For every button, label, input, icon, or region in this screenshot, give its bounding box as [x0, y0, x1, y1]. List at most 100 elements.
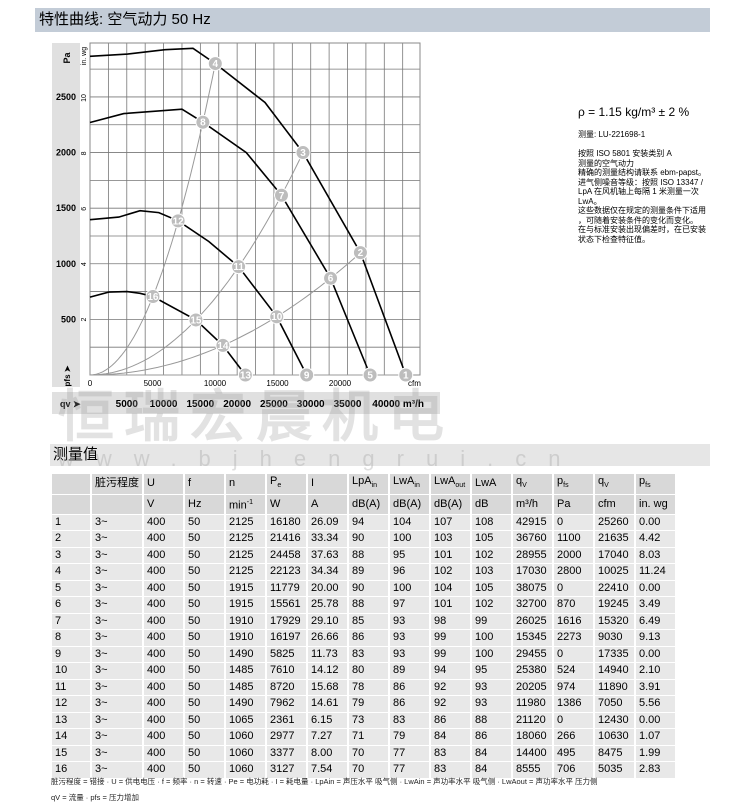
table-cell: 3~ — [92, 696, 142, 712]
table-cell: min-1 — [226, 494, 265, 514]
air-density: ρ = 1.15 kg/m³ ± 2 % — [578, 105, 690, 119]
table-cell: 25.78 — [308, 597, 347, 613]
table-cell: 19245 — [595, 597, 634, 613]
table-cell: 1 — [52, 514, 90, 531]
operating-point-label: 2 — [358, 248, 364, 259]
table-cell: 21635 — [595, 531, 634, 547]
table-cell: 101 — [431, 597, 470, 613]
table-cell: 37.63 — [308, 547, 347, 564]
table-cell: 14400 — [513, 745, 552, 762]
table-cell: 26.09 — [308, 514, 347, 531]
chart-section-title: 特性曲线: 空气动力 50 Hz — [35, 8, 710, 32]
table-cell: 3 — [52, 547, 90, 564]
table-cell: 14.61 — [308, 696, 347, 712]
y2-axis-label: in. wg — [81, 47, 88, 65]
operating-point-marker — [352, 245, 368, 261]
table-cell: 400 — [144, 630, 183, 646]
table-cell: 6.15 — [308, 712, 347, 729]
table-cell: 400 — [144, 531, 183, 547]
table-cell: 0 — [554, 514, 593, 531]
note-line: 进气侧噪音等级：按照 ISO 13347 / — [578, 177, 703, 187]
table-row: 9 3~ 400 50 1490 5825 11.73 83 93 99 100 29455 0 1733… — [52, 646, 675, 663]
note-line: 精确的测量结构请联系 ebm-papst。 — [578, 168, 707, 177]
y-axis-band — [52, 43, 80, 387]
table-cell: 10025 — [595, 564, 634, 580]
table-cell: 79 — [349, 696, 388, 712]
table-cell: 11890 — [595, 679, 634, 696]
y-tick-label: 1500 — [56, 203, 76, 213]
y2-tick-label: 10 — [81, 94, 88, 102]
table-cell: 94 — [431, 663, 470, 679]
table-cell: 15345 — [513, 630, 552, 646]
table-cell: 3~ — [92, 745, 142, 762]
operating-point-marker — [398, 367, 414, 383]
table-cell: 83 — [349, 646, 388, 663]
operating-point-marker — [231, 259, 247, 275]
operating-point-marker — [362, 367, 378, 383]
table-cell: 84 — [472, 762, 511, 778]
table-cell: 22123 — [267, 564, 306, 580]
table-cell: 26025 — [513, 613, 552, 630]
x-tick-label: 5000 — [144, 379, 162, 388]
table-cell: 84 — [472, 745, 511, 762]
table-cell: 400 — [144, 613, 183, 630]
table-cell: 50 — [185, 745, 224, 762]
table-cell: 1386 — [554, 696, 593, 712]
table-cell: 88 — [349, 597, 388, 613]
table-cell: 3~ — [92, 580, 142, 597]
table-row: 10 3~ 400 50 1485 7610 14.12 80 89 94 95 25380 524 14… — [52, 663, 675, 679]
table-cell: 104 — [390, 514, 429, 531]
table-cell: 32700 — [513, 597, 552, 613]
table-cell: 10630 — [595, 729, 634, 745]
table-cell: 4 — [52, 564, 90, 580]
table-cell: in. wg — [636, 494, 675, 514]
x2-tick-label: 25000 — [260, 399, 288, 410]
table-cell: 400 — [144, 679, 183, 696]
x2-axis-band — [52, 392, 440, 414]
y2-tick-label: 6 — [81, 207, 88, 211]
table-cell: 73 — [349, 712, 388, 729]
operating-point-label: 8 — [200, 118, 206, 129]
x2-tick-label: 20000 — [223, 399, 251, 410]
table-row: 8 3~ 400 50 1910 16197 26.66 86 93 99 100 15345 2273… — [52, 630, 675, 646]
table-cell: 36760 — [513, 531, 552, 547]
table-cell: 17929 — [267, 613, 306, 630]
table-cell: 11980 — [513, 696, 552, 712]
x2-tick-label: 30000 — [297, 399, 325, 410]
table-cell: 0 — [554, 580, 593, 597]
y-tick-label: 500 — [61, 314, 76, 324]
table-cell: 105 — [472, 580, 511, 597]
table-cell: 14.12 — [308, 663, 347, 679]
table-cell: 8.00 — [308, 745, 347, 762]
table-cell: 1490 — [226, 646, 265, 663]
table-cell: 8555 — [513, 762, 552, 778]
table-cell: 77 — [390, 745, 429, 762]
x2-tick-label: 10000 — [150, 399, 178, 410]
table-cell: 90 — [349, 531, 388, 547]
table-cell: 20205 — [513, 679, 552, 696]
operating-point-label: 7 — [279, 191, 285, 202]
table-cell: 3~ — [92, 729, 142, 745]
y2-tick-label: 8 — [81, 151, 88, 155]
operating-point-label: 9 — [304, 371, 310, 382]
table-cell: 3~ — [92, 514, 142, 531]
table-cell: 870 — [554, 597, 593, 613]
table-cell: 102 — [472, 597, 511, 613]
table-cell: 95 — [472, 663, 511, 679]
table-cell: LwAin — [390, 474, 429, 494]
table-cell: 20.00 — [308, 580, 347, 597]
operating-point-marker — [274, 187, 289, 203]
table-cell: 13 — [52, 712, 90, 729]
table-cell: W — [267, 494, 306, 514]
fan-curve — [89, 290, 247, 376]
table-row: 16 3~ 400 50 1060 3127 7.54 70 77 83 84 8555 706 5035… — [52, 762, 675, 778]
table-cell: LpAin — [349, 474, 388, 494]
table-cell: 15 — [52, 745, 90, 762]
table-cell: 2000 — [554, 547, 593, 564]
table-cell: 1490 — [226, 696, 265, 712]
table-cell: 100 — [472, 630, 511, 646]
table-cell: 50 — [185, 531, 224, 547]
x2-axis-prefix: qv ➤ — [60, 399, 81, 409]
table-row: 5 3~ 400 50 1915 11779 20.00 90 100 104 105 38075 0 2… — [52, 580, 675, 597]
